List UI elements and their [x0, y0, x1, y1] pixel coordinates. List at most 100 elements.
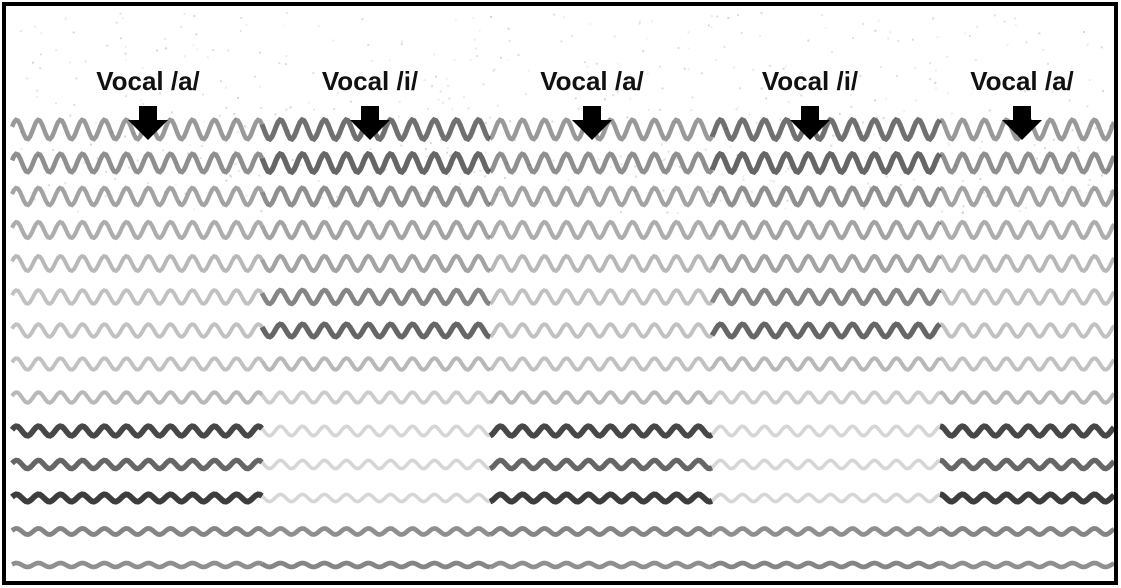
- noise: [962, 180, 964, 182]
- noise: [292, 159, 294, 161]
- noise: [707, 191, 709, 193]
- noise: [490, 16, 492, 18]
- noise: [751, 191, 753, 193]
- noise: [128, 167, 130, 169]
- noise: [553, 14, 555, 16]
- noise: [52, 149, 54, 151]
- noise: [446, 78, 448, 80]
- noise: [165, 47, 167, 49]
- noise: [1101, 46, 1103, 48]
- noise: [246, 195, 248, 197]
- noise: [883, 117, 885, 119]
- noise: [831, 51, 833, 53]
- noise: [193, 208, 195, 210]
- noise: [73, 104, 75, 106]
- noise: [1061, 192, 1063, 194]
- noise: [540, 201, 542, 203]
- noise: [430, 142, 432, 144]
- noise: [727, 17, 729, 19]
- noise: [878, 20, 880, 22]
- noise: [1053, 139, 1055, 141]
- noise: [26, 77, 28, 79]
- noise: [285, 55, 287, 57]
- noise: [1015, 24, 1017, 26]
- noise: [1042, 49, 1044, 51]
- noise: [184, 55, 186, 57]
- noise: [759, 35, 761, 37]
- noise: [448, 175, 450, 177]
- noise: [225, 180, 227, 182]
- noise: [969, 35, 971, 37]
- noise: [708, 24, 710, 26]
- noise: [788, 101, 790, 103]
- noise: [237, 97, 239, 99]
- noise: [497, 105, 499, 107]
- noise: [197, 48, 199, 50]
- noise: [677, 212, 679, 214]
- noise: [589, 23, 591, 25]
- noise: [485, 122, 487, 124]
- noise: [83, 162, 85, 164]
- noise: [162, 149, 164, 151]
- noise: [259, 86, 261, 88]
- noise: [125, 46, 127, 48]
- noise: [934, 82, 936, 84]
- noise: [124, 53, 126, 55]
- noise: [659, 66, 661, 68]
- noise: [180, 26, 182, 28]
- noise: [300, 164, 302, 166]
- noise: [720, 200, 722, 202]
- noise: [937, 36, 939, 38]
- noise: [1026, 41, 1028, 43]
- noise: [885, 98, 887, 100]
- noise: [489, 117, 491, 119]
- noise: [455, 19, 457, 21]
- noise: [283, 25, 285, 27]
- noise: [915, 100, 917, 102]
- noise: [202, 93, 204, 95]
- noise: [563, 16, 565, 18]
- noise: [377, 208, 379, 210]
- noise: [1036, 158, 1038, 160]
- noise: [195, 33, 197, 35]
- noise: [1088, 184, 1090, 186]
- noise: [447, 147, 449, 149]
- noise: [1062, 179, 1064, 181]
- noise: [286, 12, 288, 14]
- noise: [333, 108, 335, 110]
- noise: [948, 144, 950, 146]
- noise: [807, 40, 809, 42]
- noise: [903, 110, 905, 112]
- noise: [935, 70, 937, 72]
- noise: [874, 99, 876, 101]
- noise: [976, 26, 978, 28]
- noise: [1072, 129, 1074, 131]
- noise: [614, 36, 616, 38]
- noise: [451, 108, 453, 110]
- noise: [500, 57, 502, 59]
- noise: [106, 45, 108, 47]
- noise: [258, 175, 260, 177]
- noise: [484, 175, 486, 177]
- noise: [1077, 147, 1079, 149]
- noise: [865, 156, 867, 158]
- noise: [981, 141, 983, 143]
- noise: [749, 113, 751, 115]
- noise: [48, 184, 50, 186]
- noise: [1069, 99, 1071, 101]
- noise: [240, 17, 242, 19]
- noise: [507, 59, 509, 61]
- noise: [862, 122, 864, 124]
- noise: [741, 32, 743, 34]
- noise: [664, 159, 666, 161]
- noise: [610, 166, 612, 168]
- noise: [448, 98, 450, 100]
- noise: [75, 78, 77, 80]
- noise: [887, 38, 889, 40]
- noise: [240, 30, 242, 32]
- noise: [442, 102, 444, 104]
- noise: [552, 121, 554, 123]
- noise: [90, 144, 92, 146]
- noise: [571, 35, 573, 37]
- noise: [897, 40, 899, 42]
